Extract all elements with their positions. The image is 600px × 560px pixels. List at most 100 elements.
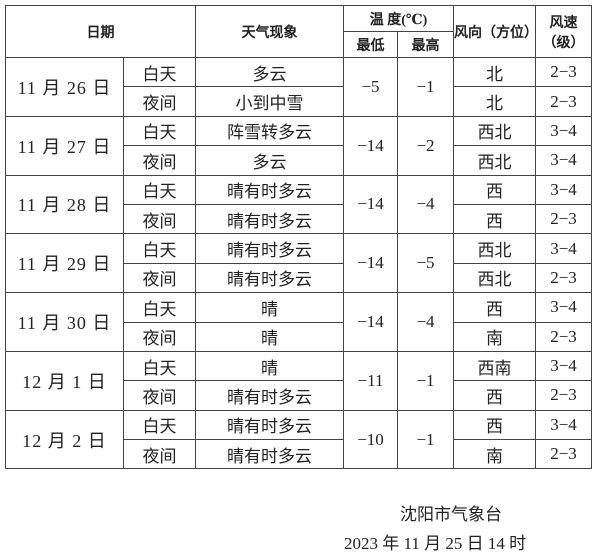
weather-cell: 晴有时多云 (195, 380, 344, 411)
header-wind-speed: 风速（级） (535, 5, 593, 58)
wind-speed-cell: 3−4 (535, 174, 593, 205)
wind-speed-cell: 3−4 (535, 115, 593, 147)
period-cell: 夜间 (123, 86, 196, 117)
forecast-table: 日期 天气现象 温 度(℃) 风向（方位） 风速（级） 最低 最高 11 月 2… (5, 5, 593, 470)
weather-cell: 晴 (195, 350, 344, 382)
wind-direction-cell: 北 (453, 56, 537, 88)
table-row: 11 月 26 日白天 多云 −5 −1 北 2−3 (5, 56, 593, 117)
table-row: 夜间 晴有时多云 西 2−3 (6, 380, 593, 411)
header-date: 日期 (5, 5, 196, 58)
period-cell: 白天 (123, 56, 196, 88)
table-row: 夜间 晴有时多云 西北 2−3 (6, 262, 593, 294)
wind-speed-cell: 3−4 (535, 145, 593, 176)
max-temp-cell: −4 (396, 292, 455, 352)
header-max: 最高 (396, 31, 455, 58)
weather-cell: 晴有时多云 (195, 409, 344, 441)
table-row: 夜间 晴有时多云 西 2−3 (6, 203, 593, 235)
table-row: 12 月 2 日白天 晴有时多云 −10 −1 西 3−4 (5, 409, 593, 470)
wind-direction-cell: 南 (453, 321, 537, 352)
weather-cell: 晴有时多云 (195, 203, 344, 235)
weather-cell: 晴有时多云 (195, 262, 344, 294)
period-cell: 夜间 (123, 203, 196, 235)
period-cell: 夜间 (123, 262, 196, 294)
max-temp-cell: −1 (396, 409, 455, 470)
wind-speed-cell: 2−3 (535, 321, 593, 352)
wind-speed-cell: 2−3 (535, 262, 593, 294)
weather-cell: 多云 (195, 56, 344, 88)
header-min: 最低 (343, 31, 398, 58)
date-cell: 12 月 1 日 (5, 350, 124, 411)
max-temp-cell: −2 (396, 115, 455, 176)
wind-speed-cell: 3−4 (535, 409, 593, 441)
period-cell: 白天 (123, 292, 196, 323)
weather-cell: 多云 (195, 145, 344, 176)
weather-cell: 阵雪转多云 (195, 115, 344, 147)
min-temp-cell: −14 (343, 174, 398, 235)
wind-direction-cell: 北 (453, 86, 537, 117)
period-cell: 白天 (123, 233, 196, 264)
date-cell: 11 月 27 日 (5, 115, 124, 176)
issue-time: 2023 年 11 月 25 日 14 时 (344, 534, 527, 553)
period-cell: 白天 (123, 350, 196, 382)
wind-direction-cell: 西北 (453, 145, 537, 176)
wind-direction-cell: 西 (453, 174, 537, 205)
wind-speed-cell: 3−4 (535, 292, 593, 323)
wind-direction-cell: 西北 (453, 262, 537, 294)
wind-speed-cell: 2−3 (535, 439, 593, 470)
weather-cell: 晴 (195, 321, 344, 352)
date-cell: 11 月 29 日 (5, 233, 124, 294)
min-temp-cell: −14 (343, 115, 398, 176)
wind-speed-cell: 2−3 (535, 56, 593, 88)
wind-direction-cell: 西北 (453, 115, 537, 147)
period-cell: 夜间 (123, 380, 196, 411)
wind-direction-cell: 西 (453, 380, 537, 411)
table-row: 夜间 小到中雪 北 2−3 (6, 86, 593, 117)
table-row: 夜间晴 南 2−3 (6, 321, 593, 352)
table-row: 11 月 30 日白天晴 −14 −4 西 3−4 (5, 292, 593, 352)
wind-direction-cell: 西 (453, 292, 537, 323)
wind-direction-cell: 西南 (453, 350, 537, 382)
header-wind-direction: 风向（方位） (453, 5, 538, 58)
max-temp-cell: −4 (396, 174, 455, 235)
table-row: 11 月 28 日白天 晴有时多云 −14 −4 西 3−4 (5, 174, 593, 235)
weather-cell: 晴有时多云 (195, 233, 344, 264)
period-cell: 夜间 (123, 145, 196, 176)
wind-speed-cell: 2−3 (535, 203, 593, 235)
min-temp-cell: −11 (343, 350, 398, 411)
header-temperature: 温 度(℃) (342, 5, 455, 32)
min-temp-cell: −5 (343, 57, 398, 117)
max-temp-cell: −5 (396, 233, 455, 294)
min-temp-cell: −14 (343, 292, 398, 352)
date-cell: 11 月 26 日 (5, 57, 124, 117)
date-cell: 11 月 28 日 (5, 174, 124, 235)
weather-cell: 晴 (195, 292, 344, 323)
min-temp-cell: −14 (343, 233, 398, 294)
min-temp-cell: −10 (343, 409, 398, 470)
period-cell: 白天 (123, 115, 196, 147)
header-weather: 天气现象 (195, 5, 344, 58)
table-row: 夜间 晴有时多云 南 2−3 (6, 439, 593, 470)
table-row: 11 月 27 日白天 阵雪转多云 −14 −2 西北 3−4 (5, 115, 593, 176)
table-row: 12 月 1 日白天晴 −11 −1 西南 3−4 (5, 350, 593, 411)
wind-direction-cell: 南 (453, 439, 537, 470)
table-row: 夜间 多云 西北 3−4 (6, 145, 593, 176)
period-cell: 白天 (123, 409, 196, 441)
wind-speed-cell: 2−3 (535, 380, 593, 411)
date-cell: 12 月 2 日 (5, 409, 124, 470)
max-temp-cell: −1 (396, 57, 455, 117)
wind-speed-cell: 3−4 (535, 350, 593, 382)
period-cell: 白天 (123, 174, 196, 205)
table-row: 11 月 29 日白天 晴有时多云 −14 −5 西北 3−4 (5, 233, 593, 294)
wind-speed-cell: 3−4 (535, 233, 593, 264)
weather-cell: 晴有时多云 (195, 439, 344, 470)
period-cell: 夜间 (123, 439, 196, 470)
max-temp-cell: −1 (396, 350, 455, 411)
period-cell: 夜间 (123, 321, 196, 352)
wind-speed-cell: 2−3 (535, 86, 593, 117)
wind-direction-cell: 西北 (453, 233, 537, 264)
weather-cell: 小到中雪 (195, 86, 344, 117)
issuer: 沈阳市气象台 (400, 505, 502, 524)
date-cell: 11 月 30 日 (5, 292, 124, 352)
wind-direction-cell: 西 (453, 203, 537, 235)
weather-cell: 晴有时多云 (195, 174, 344, 205)
